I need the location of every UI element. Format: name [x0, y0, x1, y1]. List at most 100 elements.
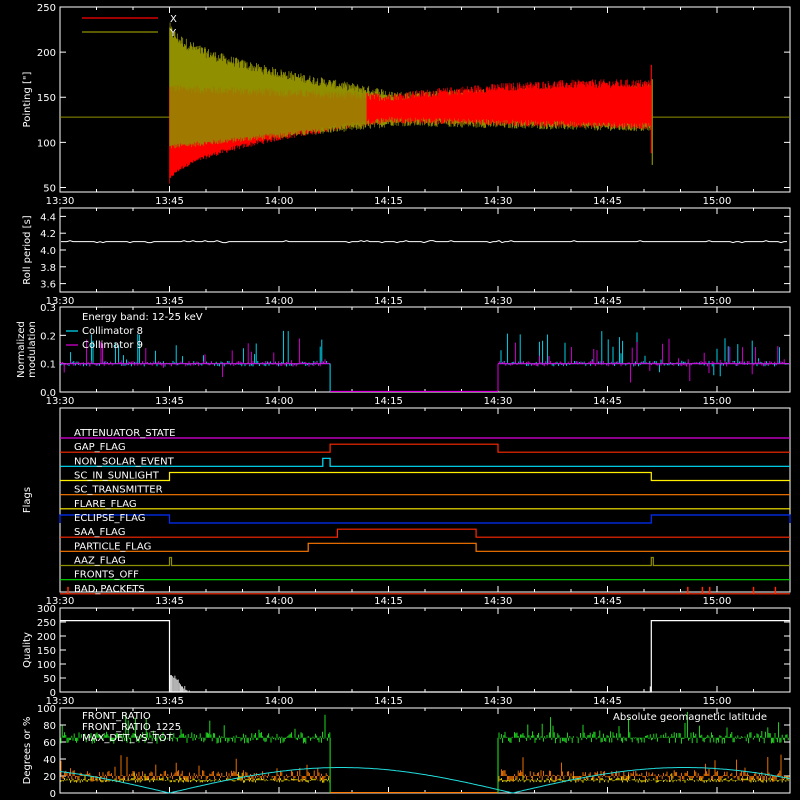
y-axis-label: Roll period [s]: [22, 215, 33, 284]
flag-label: ECLIPSE_FLAG: [74, 513, 145, 524]
x-tick-label: 13:45: [155, 196, 184, 207]
flag-label: PARTICLE_FLAG: [74, 541, 151, 552]
x-tick-label: 14:30: [484, 696, 513, 707]
flag-label: SAA_FLAG: [74, 527, 125, 538]
legend-front-ratio-1225: FRONT_RATIO_1225: [82, 722, 181, 733]
x-tick-label: 14:45: [593, 696, 622, 707]
x-tick-label: 15:00: [703, 696, 732, 707]
max-det-vs-tot-line: [60, 754, 789, 782]
x-tick-label: 13:30: [46, 296, 75, 307]
x-tick-label: 15:00: [703, 196, 732, 207]
y-tick-label: 100: [37, 704, 56, 715]
y-axis-label: Degrees or %: [22, 717, 33, 785]
x-tick-label: 14:15: [374, 196, 403, 207]
x-tick-label: 14:30: [484, 196, 513, 207]
x-tick-label: 14:15: [374, 696, 403, 707]
y-tick-label: 200: [37, 48, 56, 59]
y-tick-label: 0.0: [40, 388, 56, 399]
x-tick-label: 14:30: [484, 296, 513, 307]
energy-band-annotation: Energy band: 12-25 keV: [82, 312, 203, 323]
y-axis-label: modulation: [27, 321, 38, 378]
x-tick-label: 14:00: [265, 296, 294, 307]
y-tick-label: 0: [50, 789, 56, 800]
x-tick-label: 14:00: [265, 596, 294, 607]
flag-line-aaz-flag: [60, 556, 790, 567]
y-tick-label: 4.4: [40, 212, 56, 223]
roll-period-line: [61, 240, 787, 244]
x-tick-label: 14:15: [374, 296, 403, 307]
x-tick-label: 15:00: [703, 596, 732, 607]
flag-line-saa-flag: [60, 528, 790, 538]
x-tick-label: 14:45: [593, 196, 622, 207]
flag-label: NON_SOLAR_EVENT: [74, 456, 175, 467]
x-tick-label: 14:00: [265, 396, 294, 407]
y-axis-label: Flags: [22, 487, 33, 513]
y-tick-label: 100: [37, 660, 56, 671]
x-tick-label: 14:45: [593, 596, 622, 607]
x-tick-label: 14:15: [374, 396, 403, 407]
front-ratio-line: [60, 772, 789, 783]
x-tick-label: 13:30: [46, 696, 75, 707]
front-ratio-1225-line: [60, 711, 789, 744]
y-tick-label: 300: [37, 604, 56, 615]
legend-x-label: X: [170, 14, 177, 25]
y-tick-label: 0.2: [40, 331, 56, 342]
x-tick-label: 15:00: [703, 296, 732, 307]
geomagnetic-latitude-line: [59, 767, 791, 794]
x-tick-label: 14:30: [484, 396, 513, 407]
y-tick-label: 150: [37, 646, 56, 657]
legend-collimator-8-label: Collimator 8: [82, 326, 143, 337]
x-tick-label: 14:15: [374, 596, 403, 607]
x-tick-label: 13:30: [46, 396, 75, 407]
y-tick-label: 250: [37, 618, 56, 629]
flag-label: FLARE_FLAG: [74, 499, 137, 510]
y-tick-label: 0: [50, 688, 56, 699]
x-tick-label: 13:45: [155, 396, 184, 407]
x-tick-label: 15:00: [703, 396, 732, 407]
x-tick-label: 14:00: [265, 696, 294, 707]
y-tick-label: 60: [43, 738, 56, 749]
y-tick-label: 4.2: [40, 229, 56, 240]
legend-front-ratio: FRONT_RATIO: [82, 711, 151, 722]
y-tick-label: 0.3: [40, 303, 56, 314]
flag-label: GAP_FLAG: [74, 442, 126, 453]
y-tick-label: 200: [37, 632, 56, 643]
flag-line-gap-flag: [60, 443, 790, 453]
flag-label: SC_IN_SUNLIGHT: [74, 471, 160, 482]
y-axis-label: Normalized: [16, 321, 27, 378]
collimator-9-line: [60, 338, 788, 383]
y-tick-label: 50: [43, 674, 56, 685]
x-tick-label: 14:45: [593, 396, 622, 407]
collimator-8-line: [60, 330, 788, 377]
flag-line-sc-in-sunlight: [60, 471, 790, 482]
x-tick-label: 13:45: [155, 296, 184, 307]
y-tick-label: 3.6: [40, 280, 56, 291]
y-tick-label: 100: [37, 138, 56, 149]
flag-label: SC_TRANSMITTER: [74, 485, 163, 496]
y-tick-label: 0.1: [40, 360, 56, 371]
quality-line: [60, 620, 790, 693]
flag-label: AAZ_FLAG: [74, 556, 126, 567]
x-tick-label: 14:45: [593, 296, 622, 307]
flag-label: FRONTS_OFF: [74, 570, 139, 581]
legend-y-label: Y: [169, 28, 177, 39]
flag-line-non-solar-event: [60, 457, 790, 467]
y-axis-label: Quality: [22, 632, 33, 668]
flag-label: ATTENUATOR_STATE: [74, 428, 175, 439]
x-tick-label: 14:30: [484, 596, 513, 607]
flag-line-particle-flag: [60, 542, 790, 552]
y-tick-label: 50: [43, 183, 56, 194]
y-tick-label: 4.0: [40, 246, 56, 257]
x-tick-label: 13:30: [46, 596, 75, 607]
panel-frame-2: [59, 207, 791, 293]
y-tick-label: 20: [43, 772, 56, 783]
legend-max-det-vs-tot: MAX_DET_VS_TOT: [82, 733, 174, 744]
legend-collimator-9-label: Collimator 9: [82, 340, 143, 351]
x-tick-label: 13:30: [46, 196, 75, 207]
y-tick-label: 150: [37, 93, 56, 104]
x-tick-label: 14:00: [265, 196, 294, 207]
y-tick-label: 80: [43, 721, 56, 732]
flag-label: BAD_PACKETS: [74, 584, 145, 595]
